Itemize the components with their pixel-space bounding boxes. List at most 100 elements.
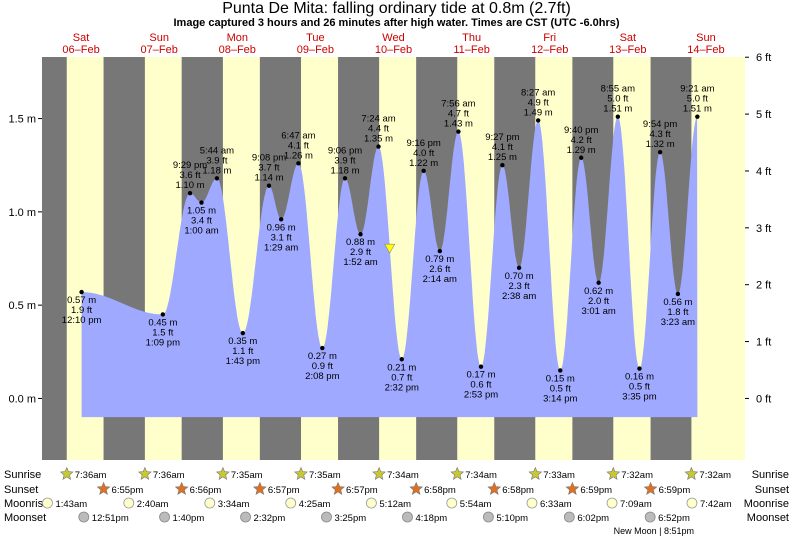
extreme-label-line: 4.9 ft	[528, 97, 549, 108]
extreme-label-line: 7:56 am	[441, 99, 475, 110]
extreme-label-line: 1:00 am	[184, 226, 218, 237]
row-label-right: Moonset	[747, 512, 789, 524]
extreme-label-line: 2.9 ft	[350, 247, 371, 258]
extreme-label: 0.56 m1.8 ft3:23 am	[661, 297, 695, 328]
moonrise-time: 3:34am	[218, 499, 250, 510]
extreme-label-line: 9:29 pm	[173, 160, 207, 171]
extreme-point	[214, 176, 220, 181]
extreme-point	[376, 144, 381, 149]
extreme-label: 9:27 pm4.1 ft1.25 m	[485, 132, 519, 163]
extreme-point	[320, 345, 325, 351]
extreme-label: 0.79 m2.6 ft2:14 am	[423, 254, 457, 285]
moonrise-icon	[123, 497, 135, 509]
moonset-icon	[78, 511, 90, 523]
extreme-label-line: 1.18 m	[202, 165, 231, 176]
moonrise-time: 4:25am	[299, 499, 331, 510]
date-label: 08–Feb	[219, 44, 256, 56]
extreme-label-line: 0.5 ft	[629, 382, 650, 393]
date-label: 09–Feb	[297, 44, 334, 56]
extreme-label-line: 0.35 m	[228, 336, 257, 347]
sunrise-icon	[137, 466, 152, 480]
extreme-label-line: 0.79 m	[425, 254, 454, 265]
moonrise-icon	[204, 497, 216, 509]
extreme-label-line: 3:23 am	[661, 317, 695, 328]
day-of-week-label: Thu	[462, 32, 481, 44]
extreme-label: 8:27 am4.9 ft1.49 m	[521, 87, 555, 118]
extreme-label-line: 2:14 am	[423, 274, 457, 285]
extreme-label-line: 1.32 m	[646, 139, 675, 150]
extreme-label-line: 0.6 ft	[470, 380, 491, 391]
right-tick-label: 2 ft	[756, 280, 771, 292]
sunrise-icon	[372, 466, 387, 480]
moonset-time: 2:32pm	[254, 513, 286, 524]
extreme-label: 0.62 m2.0 ft3:01 am	[581, 286, 615, 317]
sunset-time: 6:58pm	[424, 485, 456, 496]
axes: 0.0 m 0.5 m 1.0 m 1.5 m 0 ft 1 ft 2 ft 3 ft 4 ft…	[8, 52, 771, 405]
extreme-label-line: 9:40 pm	[564, 125, 598, 136]
sunset-icon	[96, 481, 111, 495]
extreme-point	[478, 364, 484, 369]
moonrise-icon	[446, 497, 458, 509]
extreme-label-line: 2.6 ft	[429, 264, 450, 275]
tide-curve	[81, 116, 698, 418]
extreme-label-line: 4.0 ft	[413, 148, 434, 159]
extreme-label-line: 8:27 am	[521, 87, 555, 98]
extreme-point	[358, 232, 363, 237]
extreme-label-line: 0.70 m	[505, 271, 534, 282]
extreme-label-line: 1.18 m	[330, 165, 359, 176]
date-label: 10–Feb	[375, 44, 412, 56]
extreme-label: 0.16 m0.5 ft3:35 pm	[622, 372, 656, 403]
extreme-label-line: 5.0 ft	[607, 94, 628, 105]
extreme-label: 0.27 m0.9 ft2:08 pm	[305, 351, 339, 382]
sunrise-time: 7:32am	[621, 470, 653, 481]
extreme-label-line: 9:06 pm	[328, 145, 362, 156]
extreme-point	[516, 265, 522, 271]
tide-area	[81, 116, 698, 418]
extreme-label-line: 3.1 ft	[271, 232, 292, 243]
extreme-label-line: 1:09 pm	[146, 337, 180, 348]
extreme-label-line: 1:52 am	[343, 257, 377, 268]
moonrise-time: 6:33am	[540, 499, 572, 510]
extreme-label: 1.05 m3.4 ft1:00 am	[184, 206, 218, 237]
extreme-point	[266, 183, 272, 188]
extreme-label-line: 9:54 pm	[643, 119, 677, 130]
extreme-label-line: 4.4 ft	[368, 124, 389, 135]
moonrise-icon	[526, 497, 538, 509]
date-label: 11–Feb	[453, 44, 490, 56]
moonset-icon	[321, 511, 332, 523]
extreme-label-line: 0.21 m	[387, 362, 416, 373]
extreme-label-line: 1:43 pm	[226, 356, 260, 367]
extreme-point	[579, 155, 584, 160]
extreme-label-line: 3:14 pm	[543, 393, 577, 404]
day-labels: Sat06–FebSun07–FebMon08–FebTue09–FebWed1…	[62, 32, 724, 56]
extreme-label-line: 5.0 ft	[687, 94, 708, 105]
right-tick-label: 6 ft	[756, 52, 771, 64]
extreme-label-line: 1.1 ft	[232, 346, 253, 357]
sunrise-icon	[215, 466, 230, 480]
right-tick-label: 0 ft	[756, 393, 771, 405]
sunset-icon	[565, 481, 580, 495]
extreme-label-line: 8:55 am	[601, 84, 635, 95]
extreme-label-line: 3.7 ft	[258, 163, 279, 174]
sunset-icon	[331, 481, 345, 495]
extreme-label: 0.96 m3.1 ft1:29 am	[264, 222, 298, 253]
extreme-label-line: 1.5 ft	[152, 327, 173, 338]
extreme-point	[500, 163, 505, 168]
moonset-time: 6:02pm	[577, 513, 609, 524]
moonrise-icon	[686, 497, 698, 509]
sunrise-time: 7:33am	[543, 470, 575, 481]
day-of-week-label: Tue	[306, 32, 325, 44]
extreme-label-line: 9:08 pm	[252, 153, 286, 164]
extreme-label-line: 1.51 m	[603, 104, 632, 115]
extreme-label-line: 0.62 m	[584, 286, 613, 297]
extreme-label: 5:44 am3.9 ft1.18 m	[200, 145, 234, 176]
daylight-band	[691, 57, 745, 460]
day-of-week-label: Sun	[696, 32, 716, 44]
row-label-left: Sunrise	[4, 469, 41, 481]
extreme-label: 9:06 pm3.9 ft1.18 m	[328, 145, 362, 176]
extreme-point	[596, 280, 601, 285]
extreme-label-line: 0.45 m	[148, 317, 177, 328]
extreme-label-line: 3.4 ft	[191, 216, 212, 227]
